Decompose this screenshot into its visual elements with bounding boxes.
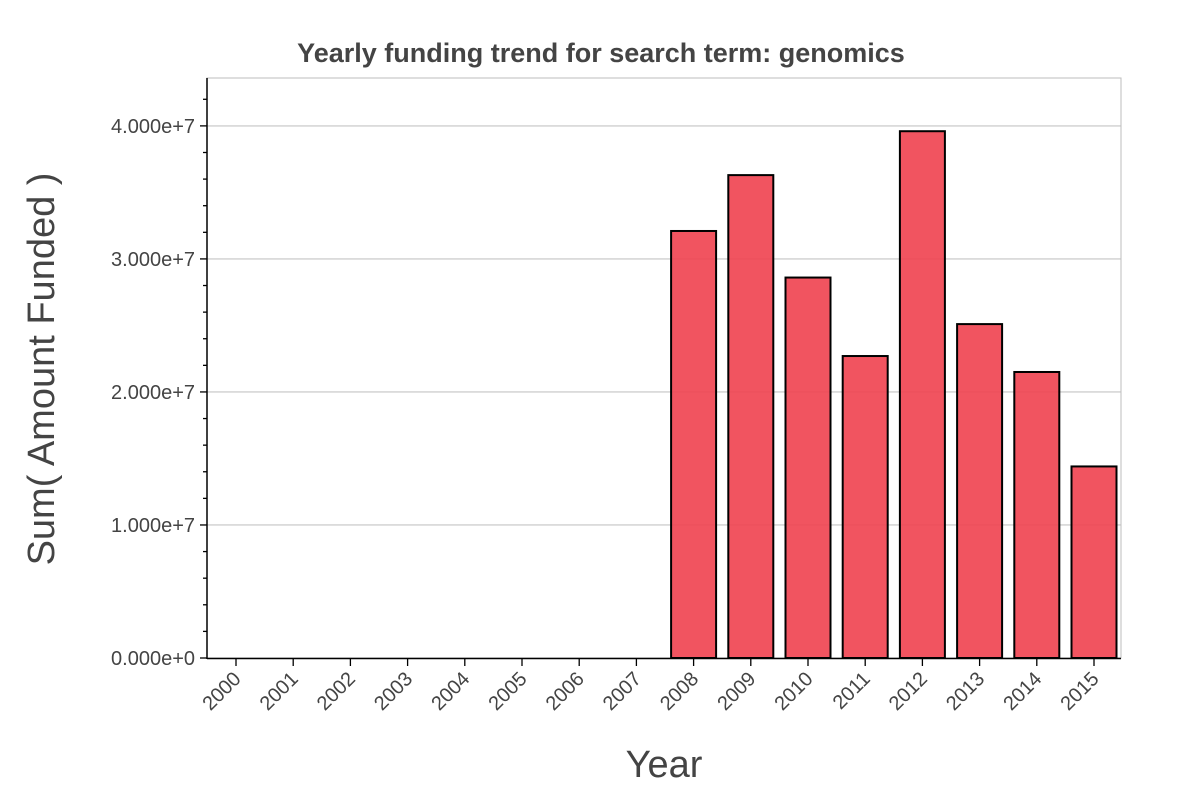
x-tick-label-2001: 2001	[256, 668, 303, 715]
x-tick-label-2006: 2006	[542, 668, 589, 715]
bar-2008	[670, 229, 718, 659]
bar-2012	[898, 130, 946, 660]
x-tick-label-2008: 2008	[656, 668, 703, 715]
x-tick-label-2011: 2011	[829, 668, 875, 714]
y-tick-label-0: 0.000e+0	[111, 648, 195, 670]
x-axis-label: Year	[626, 744, 703, 786]
y-tick-label-4: 4.000e+7	[111, 116, 195, 138]
x-tick-label-2009: 2009	[713, 668, 760, 715]
y-ticks: 0.000e+0 1.000e+7 2.000e+7 3.000e+7 4.000e+7	[111, 98, 207, 670]
x-tick-label-2000: 2000	[199, 668, 246, 715]
bar-2015	[1070, 465, 1118, 659]
x-ticks: 2000 2001 2002 2003 2004 2005 2006 2007 2008 2009…	[199, 658, 1104, 715]
x-tick-label-2002: 2002	[313, 668, 360, 715]
x-tick-label-2007: 2007	[599, 668, 646, 715]
x-tick-label-2004: 2004	[427, 668, 474, 715]
y-tick-label-3: 3.000e+7	[111, 249, 195, 271]
x-tick-label-2012: 2012	[885, 668, 932, 715]
bar-2013	[956, 323, 1004, 659]
bar-2014	[1013, 370, 1061, 659]
x-tick-label-2013: 2013	[942, 668, 989, 715]
chart-title: Yearly funding trend for search term: ge…	[297, 38, 905, 68]
x-tick-label-2015: 2015	[1057, 668, 1104, 715]
bar-2009	[727, 174, 775, 660]
y-tick-label-2: 2.000e+7	[111, 382, 195, 404]
x-tick-label-2010: 2010	[771, 668, 818, 715]
x-tick-label-2005: 2005	[485, 668, 532, 715]
bar-2011	[841, 355, 889, 659]
x-tick-label-2014: 2014	[999, 668, 1046, 715]
bars	[670, 130, 1118, 660]
y-axis-label: Sum( Amount Funded )	[21, 173, 63, 566]
x-tick-label-2003: 2003	[370, 668, 417, 715]
bar-2010	[784, 276, 832, 659]
axes	[206, 78, 1121, 660]
y-tick-label-1: 1.000e+7	[111, 515, 195, 537]
